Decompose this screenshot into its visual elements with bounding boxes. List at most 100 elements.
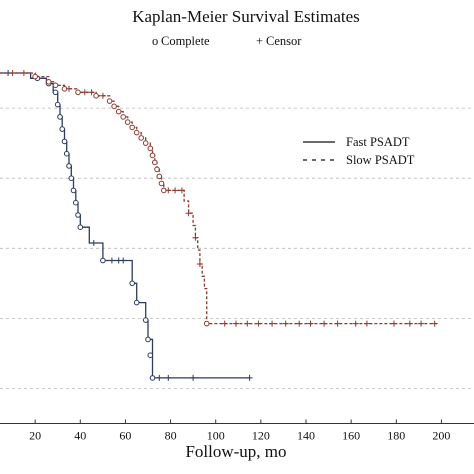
event-marker [149, 152, 156, 159]
censor-marker [190, 374, 197, 381]
event-marker [75, 212, 81, 218]
censor-marker [172, 187, 179, 194]
event-marker [154, 166, 160, 173]
x-axis-ticks: 20 40 60 80 100 120 140 160 180 200 [29, 419, 450, 443]
event-marker [203, 320, 210, 327]
censor-marker [244, 320, 251, 327]
censor-marker [165, 374, 172, 381]
censor-marker [233, 320, 239, 327]
event-marker [124, 119, 131, 125]
event-marker [147, 352, 154, 359]
censor-marker [307, 320, 314, 327]
event-marker [68, 175, 75, 181]
censor-marker [9, 70, 16, 76]
censor-marker [185, 210, 192, 217]
censor-marker [255, 320, 262, 327]
censor-marker [246, 374, 253, 381]
series-1 [0, 70, 438, 327]
chart-series [0, 70, 438, 381]
censor-marker [108, 257, 115, 264]
event-marker [52, 89, 59, 96]
event-marker [63, 150, 70, 157]
event-marker [133, 129, 140, 136]
censor-marker [178, 187, 185, 194]
event-marker [100, 257, 106, 264]
event-marker [149, 375, 156, 381]
censor-marker [66, 85, 72, 92]
chart-subtitle: o Complete + Censor [152, 34, 302, 48]
censor-marker [99, 92, 106, 99]
censor-marker [165, 187, 172, 194]
event-marker [129, 124, 135, 131]
censor-marker [156, 374, 163, 381]
x-tick-label: 140 [297, 429, 315, 443]
censor-marker [90, 240, 97, 246]
x-tick-label: 180 [387, 429, 405, 443]
censor-marker [418, 320, 425, 327]
event-marker [52, 82, 59, 89]
censor-marker [296, 320, 303, 327]
event-marker [73, 199, 79, 206]
x-tick-label: 20 [29, 429, 41, 443]
x-tick-label: 200 [432, 429, 450, 443]
x-tick-label: 160 [342, 429, 360, 443]
event-marker [59, 126, 66, 132]
censor-marker [431, 320, 438, 327]
event-marker [147, 145, 154, 152]
x-tick-label: 40 [74, 429, 86, 443]
event-marker [54, 101, 61, 108]
x-tick-label: 120 [252, 429, 270, 443]
censor-marker [334, 320, 341, 327]
censor-marker [81, 89, 88, 96]
censor-label: Censor [266, 34, 302, 48]
x-tick-label: 100 [207, 429, 225, 443]
event-marker [115, 108, 122, 115]
event-marker [70, 187, 77, 194]
legend-label-fast-psadt: Fast PSADT [346, 135, 410, 149]
x-tick-label: 60 [119, 429, 131, 443]
censor-marker [352, 320, 359, 327]
chart-title: Kaplan-Meier Survival Estimates [132, 7, 360, 26]
event-marker [32, 73, 38, 80]
event-marker [129, 280, 135, 287]
event-marker [138, 135, 144, 141]
chart-legend: Fast PSADT Slow PSADT [303, 135, 415, 167]
censor-marker [221, 320, 228, 327]
censor-marker-symbol: + [256, 34, 263, 48]
censor-marker [269, 320, 276, 327]
censor-marker [20, 70, 27, 76]
x-tick-label: 80 [165, 429, 177, 443]
event-marker [75, 89, 81, 96]
event-marker [93, 93, 99, 99]
event-marker [142, 140, 149, 146]
complete-label: Complete [161, 34, 210, 48]
event-marker [111, 103, 117, 110]
event-marker [45, 79, 52, 85]
event-marker [158, 180, 165, 187]
event-marker [133, 299, 140, 306]
censor-marker [120, 257, 127, 264]
censor-marker [282, 320, 289, 327]
event-marker [142, 317, 149, 323]
event-marker [152, 159, 158, 166]
event-marker [156, 173, 163, 180]
event-marker [77, 224, 84, 230]
censor-marker [391, 320, 397, 327]
event-marker [66, 163, 72, 169]
event-marker [57, 114, 63, 120]
event-marker [61, 138, 68, 145]
x-axis-label: Follow-up, mo [185, 442, 286, 461]
censor-marker [321, 320, 328, 327]
chart-grid [0, 107, 474, 389]
complete-marker-symbol: o [152, 34, 158, 48]
censor-marker [406, 320, 413, 327]
event-marker [145, 336, 151, 343]
event-marker [120, 114, 126, 120]
censor-marker [192, 234, 199, 241]
censor-marker [196, 261, 203, 267]
event-marker [106, 98, 113, 104]
censor-marker [363, 320, 370, 327]
censor-marker [88, 89, 95, 96]
